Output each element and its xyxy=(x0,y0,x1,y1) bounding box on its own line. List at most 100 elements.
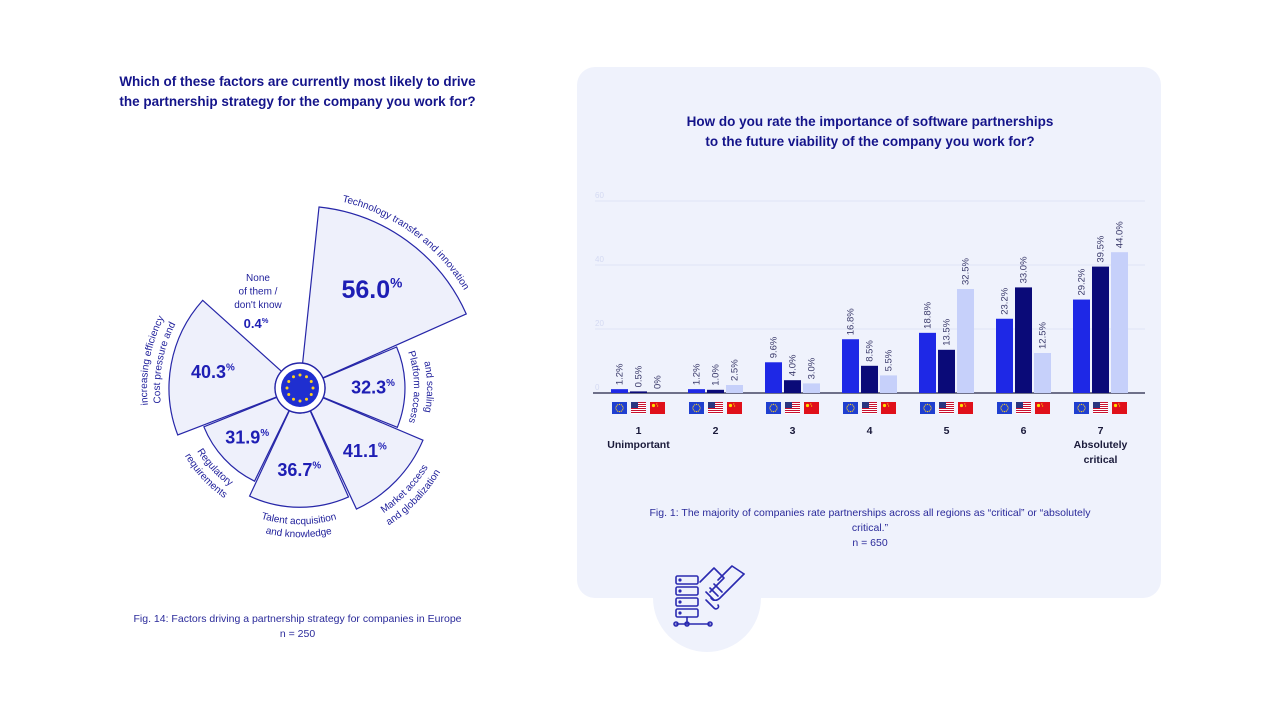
bar-value-label: 16.8% xyxy=(846,308,857,335)
cn-flag-icon xyxy=(1112,402,1127,414)
bar-value-label: 1.0% xyxy=(711,364,722,386)
bar-caption-line3: n = 650 xyxy=(852,537,888,549)
bar-value-label: 4.0% xyxy=(788,354,799,376)
pie-chart-title: Which of these factors are currently mos… xyxy=(100,72,495,112)
handshake-server-icon xyxy=(673,565,745,627)
eu-flag-icon xyxy=(1074,402,1089,414)
bar-chart: 0 20 40 60 1.2% 0.5% 0% 1 Unimportant 1.2% 1.0% 2.5… xyxy=(593,191,1145,466)
bar-chart-card xyxy=(577,67,1161,598)
bar-value-label: 0% xyxy=(653,375,664,389)
bar-value-label: 13.5% xyxy=(942,318,953,345)
eu-flag-icon xyxy=(766,402,781,414)
eu-star xyxy=(298,373,302,377)
bar xyxy=(707,389,724,393)
eu-flag-icon xyxy=(920,402,935,414)
bar-value-label: 8.5% xyxy=(865,340,876,362)
category-sublabel: critical xyxy=(1084,454,1118,466)
bar xyxy=(726,385,743,393)
bar-value-label: 23.2% xyxy=(1000,287,1011,314)
pie-title-line1: Which of these factors are currently mos… xyxy=(119,74,476,89)
pie-value-label: 40.3% xyxy=(191,362,235,382)
cn-flag-icon xyxy=(1035,402,1050,414)
eu-star xyxy=(287,380,291,383)
bar-value-label: 44.0% xyxy=(1115,221,1126,248)
cn-flag-icon xyxy=(958,402,973,414)
eu-flag-icon xyxy=(612,402,627,414)
pie-category-label: and knowledge xyxy=(265,525,333,540)
cn-flag-icon xyxy=(881,402,896,414)
eu-star xyxy=(309,393,313,396)
bar-value-label: 18.8% xyxy=(923,301,934,328)
bar xyxy=(919,332,936,393)
pie-value-label: 32.3% xyxy=(351,378,395,398)
pie-caption-line1: Fig. 14: Factors driving a partnership s… xyxy=(133,613,462,625)
bar xyxy=(880,375,897,393)
us-flag-icon xyxy=(862,402,877,414)
cn-flag-icon xyxy=(727,402,742,414)
bar xyxy=(957,289,974,393)
pie-value-label: 31.9% xyxy=(225,428,269,448)
eu-star xyxy=(311,386,315,390)
bar-chart-title: How do you rate the importance of softwa… xyxy=(600,112,1140,152)
category-label: 5 xyxy=(944,425,950,437)
eu-flag-icon xyxy=(281,369,319,407)
bar xyxy=(996,318,1013,393)
bar-value-label: 29.2% xyxy=(1077,268,1088,295)
category-label: 1 xyxy=(636,425,642,437)
eu-star xyxy=(292,397,295,401)
pie-title-line2: the partnership strategy for the company… xyxy=(119,94,476,109)
pie-value-label: 36.7% xyxy=(277,460,321,480)
pie-none-label: None xyxy=(246,273,270,284)
category-sublabel: Unimportant xyxy=(607,439,670,451)
bar-value-label: 12.5% xyxy=(1038,322,1049,349)
category-sublabel: Absolutely xyxy=(1074,439,1128,451)
cn-flag-icon xyxy=(650,402,665,414)
bar-value-label: 39.5% xyxy=(1096,235,1107,262)
category-label: 7 xyxy=(1098,425,1104,437)
eu-star xyxy=(292,375,295,379)
pie-value-label: 41.1% xyxy=(343,441,387,461)
cn-flag-icon xyxy=(804,402,819,414)
eu-flag-icon xyxy=(997,402,1012,414)
bar-value-label: 33.0% xyxy=(1019,256,1030,283)
bar-value-label: 2.5% xyxy=(730,359,741,381)
us-flag-icon xyxy=(1093,402,1108,414)
bar xyxy=(1092,266,1109,393)
bar-caption-line2: critical.” xyxy=(851,522,889,534)
y-tick-label: 20 xyxy=(595,319,604,328)
y-tick-label: 60 xyxy=(595,191,604,200)
eu-star xyxy=(305,397,308,401)
bar-value-label: 0.5% xyxy=(634,365,645,387)
bar-title-line1: How do you rate the importance of softwa… xyxy=(686,114,1054,129)
pie-chart-caption: Fig. 14: Factors driving a partnership s… xyxy=(110,612,485,642)
category-label: 4 xyxy=(867,425,873,437)
bar-value-label: 3.0% xyxy=(807,357,818,379)
bar xyxy=(765,362,782,393)
eu-flag-icon xyxy=(843,402,858,414)
bar xyxy=(803,383,820,393)
us-flag-icon xyxy=(708,402,723,414)
y-tick-label: 0 xyxy=(595,383,600,392)
pie-caption-line2: n = 250 xyxy=(279,628,316,640)
bar xyxy=(938,349,955,393)
eu-star xyxy=(298,399,302,403)
bar xyxy=(688,389,705,393)
bar xyxy=(784,380,801,393)
bar-value-label: 1.2% xyxy=(615,363,626,385)
bar xyxy=(1073,299,1090,393)
category-label: 2 xyxy=(713,425,719,437)
y-tick-label: 40 xyxy=(595,255,604,264)
eu-star xyxy=(305,375,308,379)
bar-value-label: 5.5% xyxy=(884,349,895,371)
eu-flag-icon xyxy=(689,402,704,414)
bar-value-label: 1.2% xyxy=(692,363,703,385)
bar-chart-caption: Fig. 1: The majority of companies rate p… xyxy=(640,506,1100,551)
bar xyxy=(1034,353,1051,393)
bar-value-label: 9.6% xyxy=(769,336,780,358)
bar xyxy=(1015,287,1032,393)
pie-none-label: of them / xyxy=(239,287,278,298)
eu-star xyxy=(285,386,289,390)
bar-title-line2: to the future viability of the company y… xyxy=(705,134,1035,149)
bar xyxy=(1111,252,1128,393)
pie-chart: 56.0%Technology transfer and innovation3… xyxy=(139,194,471,540)
